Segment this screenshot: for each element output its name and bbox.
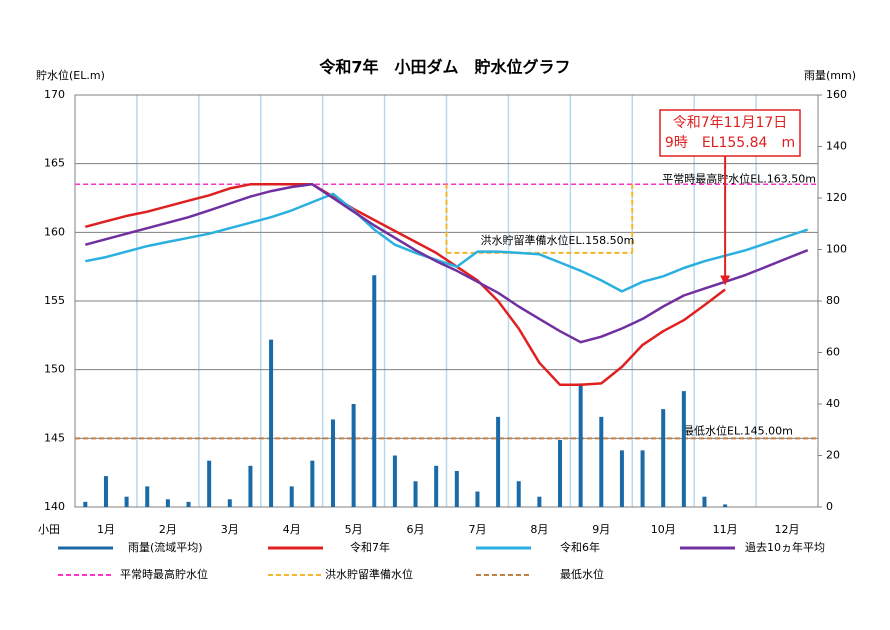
rain-bar — [454, 470, 459, 507]
y2-tick-label: 80 — [826, 294, 840, 307]
annotation-box — [659, 109, 801, 157]
y-tick-label: 155 — [44, 294, 65, 307]
x-tick-label: 6月 — [407, 523, 425, 536]
x-tick-label: 5月 — [345, 523, 363, 536]
rain-bar — [537, 496, 542, 507]
rain-bar — [475, 491, 480, 507]
rain-bar — [227, 499, 232, 507]
y-tick-label: 170 — [44, 88, 65, 101]
rain-bar — [496, 416, 501, 507]
annotation-arrowhead — [720, 275, 731, 286]
rain-bar — [619, 450, 624, 507]
rain-bar — [83, 501, 88, 507]
rain-bar — [723, 504, 728, 507]
x-tick-label: 1月 — [97, 523, 115, 536]
rain-bar — [310, 460, 315, 507]
y2-tick-label: 40 — [826, 397, 840, 410]
rain-bar — [516, 481, 521, 507]
rain-bar — [578, 383, 583, 507]
y2-tick-label: 100 — [826, 243, 847, 256]
rain-bar — [372, 275, 377, 507]
annotation-text: 9時 EL155.84 m — [665, 135, 795, 151]
annotation-text: 令和7年11月17日 — [673, 115, 788, 131]
chart-title: 令和7年 小田ダム 貯水位グラフ — [318, 58, 570, 77]
rain-bar — [207, 460, 212, 507]
rain-bar — [165, 499, 170, 507]
y-tick-label: 150 — [44, 363, 65, 376]
x-tick-label: 11月 — [713, 523, 738, 536]
plot-frame — [74, 94, 819, 508]
x-axis-title: 小田 — [38, 523, 60, 536]
y-tick-label: 145 — [44, 431, 65, 444]
rain-bar — [392, 455, 397, 507]
x-tick-label: 4月 — [283, 523, 301, 536]
rain-bar — [558, 440, 563, 507]
y2-axis-title: 雨量(mm) — [804, 69, 856, 82]
legend-label: 令和6年 — [560, 540, 600, 554]
legend-label: 過去10ヵ年平均 — [745, 540, 825, 554]
rain-bar — [124, 496, 129, 507]
rain-bar — [434, 465, 439, 507]
x-tick-label: 8月 — [530, 523, 548, 536]
rain-bar — [661, 409, 666, 507]
y2-tick-label: 20 — [826, 449, 840, 462]
x-tick-label: 9月 — [592, 523, 610, 536]
y-tick-label: 140 — [44, 500, 65, 513]
rain-bar — [640, 450, 645, 507]
x-tick-label: 10月 — [651, 523, 676, 536]
y2-tick-label: 140 — [826, 140, 847, 153]
y2-tick-label: 120 — [826, 191, 847, 204]
series-line — [84, 183, 726, 387]
y2-tick-label: 60 — [826, 346, 840, 359]
rain-bar — [186, 501, 191, 507]
reference-label: 最低水位EL.145.00m — [683, 423, 793, 437]
rain-bar — [599, 416, 604, 507]
legend-label: 最低水位 — [560, 567, 604, 581]
reference-label: 洪水貯留準備水位EL.158.50m — [481, 233, 635, 247]
legend-label: 雨量(流域平均) — [128, 540, 203, 554]
y-axis-title: 貯水位(EL.m) — [36, 68, 105, 82]
rain-bar — [681, 391, 686, 507]
reference-label: 平常時最高貯水位EL.163.50m — [662, 171, 816, 185]
x-tick-label: 7月 — [468, 523, 486, 536]
rain-bar — [145, 486, 150, 507]
rain-bar — [702, 496, 707, 507]
rain-bar — [103, 476, 108, 507]
series-line — [84, 183, 809, 344]
y2-tick-label: 0 — [826, 500, 833, 513]
y2-tick-label: 160 — [826, 88, 847, 101]
series-line — [85, 192, 809, 293]
legend-label: 令和7年 — [350, 540, 390, 554]
rain-bar — [330, 419, 335, 507]
legend-label: 平常時最高貯水位 — [120, 567, 208, 581]
legend-label: 洪水貯留準備水位 — [325, 567, 413, 581]
rain-bar — [269, 339, 274, 507]
x-tick-label: 3月 — [221, 523, 239, 536]
rain-bar — [289, 486, 294, 507]
rain-bar — [351, 404, 356, 507]
y-tick-label: 165 — [44, 157, 65, 170]
rain-bar — [248, 465, 253, 507]
x-tick-label: 2月 — [159, 523, 177, 536]
rain-bar — [413, 481, 418, 507]
x-tick-label: 12月 — [775, 523, 800, 536]
y-tick-label: 160 — [44, 225, 65, 238]
